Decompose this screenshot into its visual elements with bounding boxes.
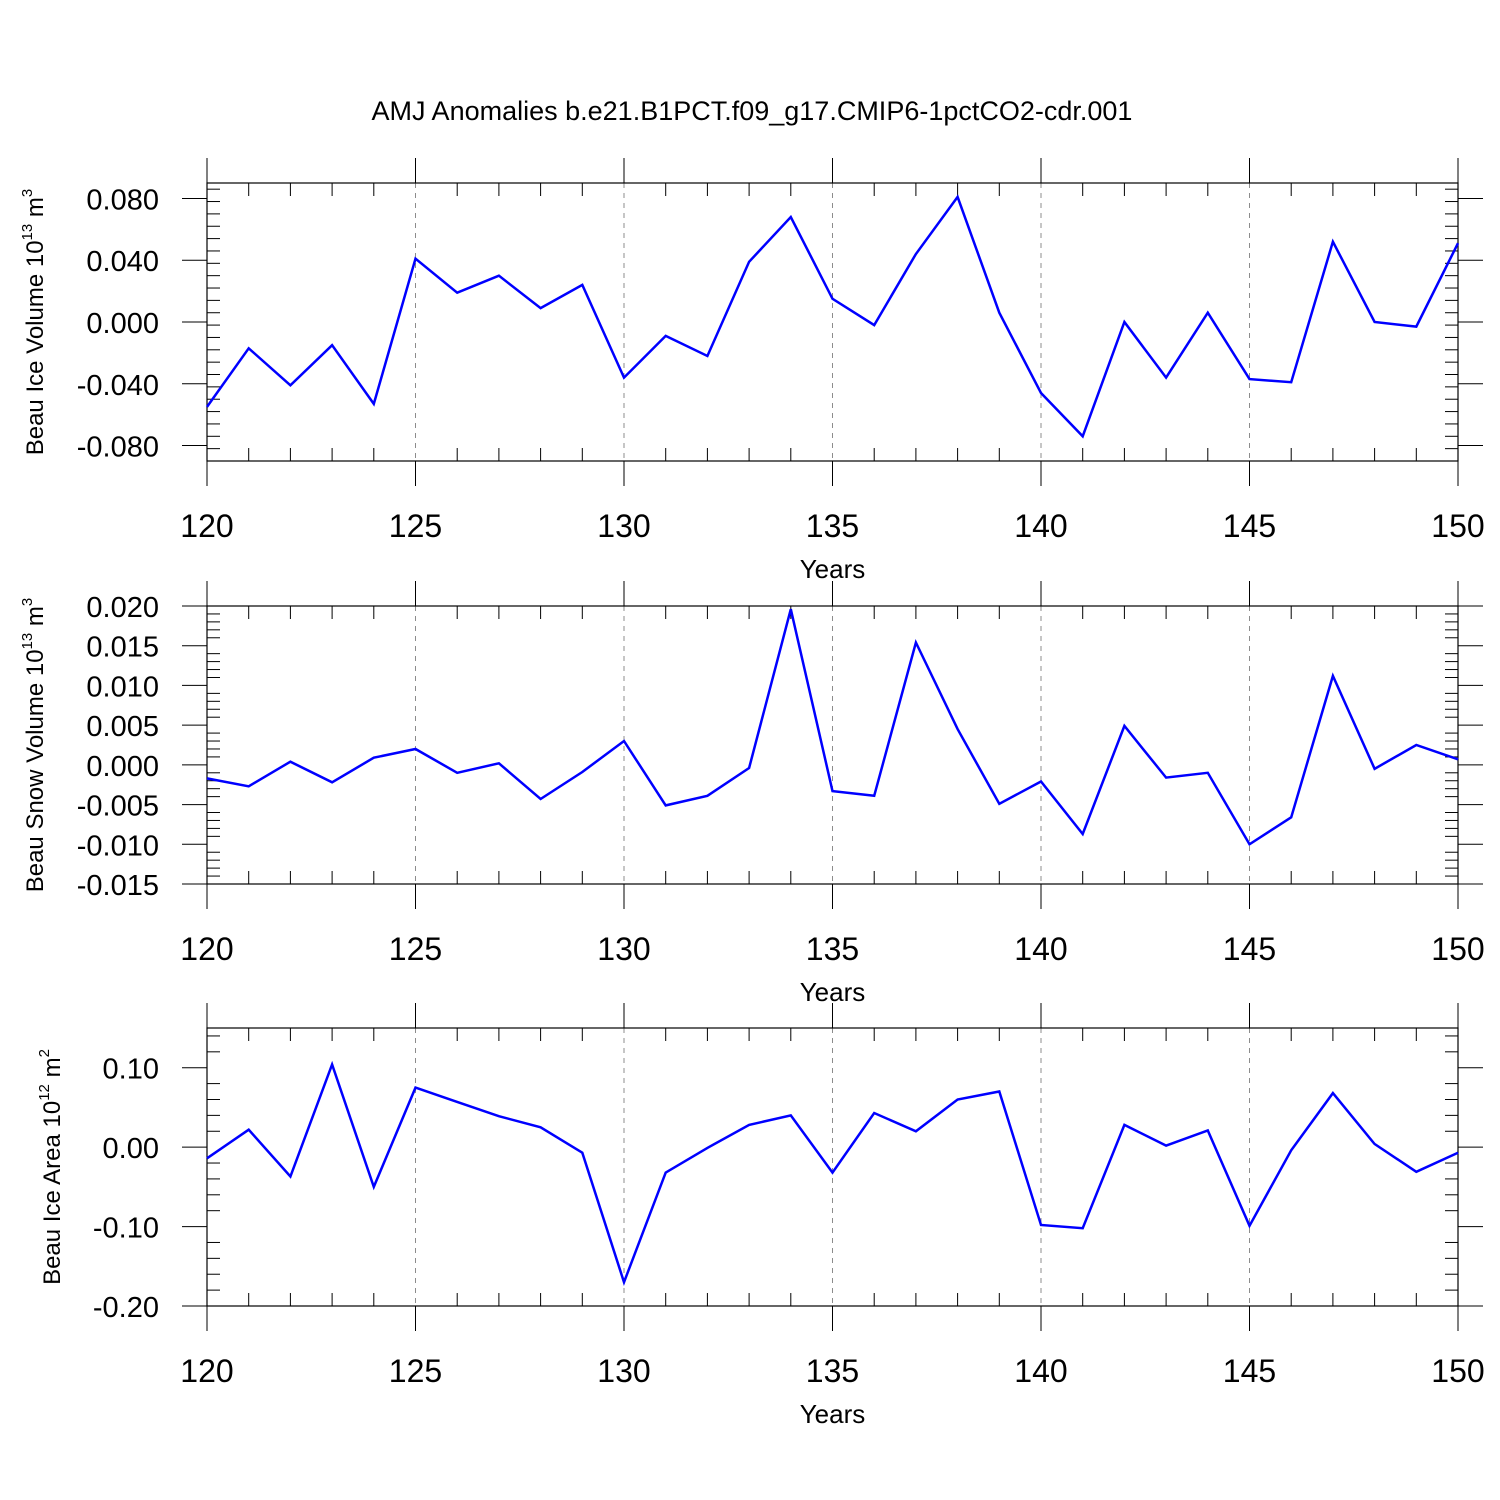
x-tick-label: 120 bbox=[180, 931, 233, 967]
y-tick-label: 0.040 bbox=[86, 246, 159, 278]
x-tick-label: 145 bbox=[1223, 931, 1276, 967]
series-line bbox=[205, 194, 1460, 439]
x-tick-label: 140 bbox=[1014, 508, 1067, 544]
panels: 120 125 130 135 140 145 150 -0.080 -0.040 0.000 0.… bbox=[19, 158, 1485, 1429]
x-axis-label: Years bbox=[800, 977, 866, 1007]
y-tick-label: 0.000 bbox=[86, 308, 159, 340]
panel-1: 120 125 130 135 140 145 150 -0.080 -0.040 0.000 0.… bbox=[19, 158, 1485, 584]
chart-title: AMJ Anomalies b.e21.B1PCT.f09_g17.CMIP6-… bbox=[372, 96, 1133, 126]
x-tick-label: 120 bbox=[180, 1353, 233, 1389]
y-tick-label: 0.005 bbox=[86, 711, 159, 743]
x-tick-label: 125 bbox=[389, 1353, 442, 1389]
y-tick-label: -0.040 bbox=[77, 370, 159, 402]
x-tick-label: 140 bbox=[1014, 1353, 1067, 1389]
y-tick-label: 0.00 bbox=[103, 1133, 159, 1165]
y-tick-label: 0.080 bbox=[86, 184, 159, 216]
x-tick-label: 125 bbox=[389, 508, 442, 544]
y-tick-label: 0.015 bbox=[86, 632, 159, 664]
y-tick-label: -0.005 bbox=[77, 791, 159, 823]
x-tick-label: 145 bbox=[1223, 1353, 1276, 1389]
x-axis-label: Years bbox=[800, 554, 866, 584]
y-tick-label: -0.10 bbox=[93, 1213, 159, 1245]
y-tick-label: 0.000 bbox=[86, 751, 159, 783]
y-tick-label: -0.20 bbox=[93, 1292, 159, 1324]
y-tick-label: 0.020 bbox=[86, 592, 159, 624]
y-tick-label: -0.015 bbox=[77, 870, 159, 902]
x-tick-label: 130 bbox=[597, 508, 650, 544]
x-tick-label: 150 bbox=[1431, 1353, 1484, 1389]
y-tick-label: 0.010 bbox=[86, 671, 159, 703]
y-axis-label: Beau Ice Area 1012 m2 bbox=[36, 1049, 66, 1285]
x-tick-label: 125 bbox=[389, 931, 442, 967]
y-tick-label: 0.10 bbox=[103, 1054, 159, 1086]
x-tick-label: 135 bbox=[806, 508, 859, 544]
y-tick-label: -0.080 bbox=[77, 432, 159, 464]
panel-3: 120 125 130 135 140 145 150 -0.20 -0.10 0.00 0.10 Y… bbox=[36, 1003, 1485, 1429]
y-tick-label: -0.010 bbox=[77, 830, 159, 862]
panel-2: 120 125 130 135 140 145 150 -0.015 -0.010 -0.005 0… bbox=[19, 581, 1485, 1007]
x-tick-label: 150 bbox=[1431, 508, 1484, 544]
x-tick-label: 150 bbox=[1431, 931, 1484, 967]
x-tick-label: 140 bbox=[1014, 931, 1067, 967]
x-axis-label: Years bbox=[800, 1399, 866, 1429]
x-tick-label: 145 bbox=[1223, 508, 1276, 544]
series-line bbox=[206, 1060, 1459, 1286]
y-axis-label: Beau Snow Volume 1013 m3 bbox=[19, 598, 49, 893]
series-line bbox=[206, 608, 1459, 847]
y-axis-label: Beau Ice Volume 1013 m3 bbox=[19, 189, 49, 456]
x-tick-label: 135 bbox=[806, 1353, 859, 1389]
x-tick-label: 130 bbox=[597, 1353, 650, 1389]
x-tick-label: 120 bbox=[180, 508, 233, 544]
x-tick-label: 135 bbox=[806, 931, 859, 967]
x-tick-label: 130 bbox=[597, 931, 650, 967]
